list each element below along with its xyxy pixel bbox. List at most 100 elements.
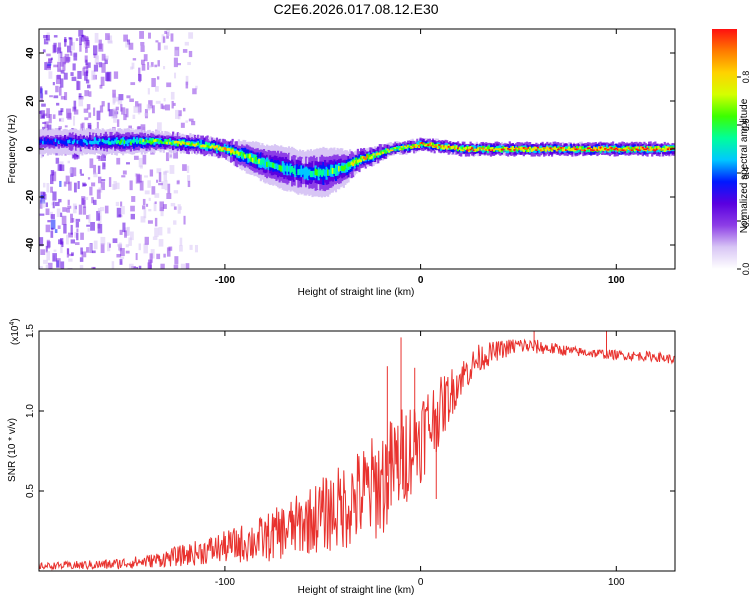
spectrogram-ridge-cell — [549, 147, 552, 149]
spectrogram-noise-cell — [46, 64, 51, 69]
spectrogram-ridge-cell — [258, 158, 261, 164]
spectrogram-ridge-cell — [79, 141, 82, 145]
spectrogram-noise-cell — [126, 95, 131, 99]
spectrogram-noise-cell — [52, 191, 57, 201]
spectrogram-ridge-cell — [549, 147, 552, 151]
spectrogram-ridge-cell — [511, 148, 514, 151]
spectrogram-ridge-cell — [114, 139, 117, 143]
snr-x-tick-label: -100 — [215, 577, 235, 588]
spectrogram-ridge-cell — [486, 149, 489, 152]
spectrogram-noise-cell — [73, 100, 77, 110]
spectrogram-ridge-cell — [391, 147, 394, 151]
spectrogram-noise-cell — [70, 239, 76, 244]
spectrogram-noise-cell — [83, 41, 87, 48]
spectrogram-ridge-cell — [242, 152, 245, 157]
spectrogram-noise-cell — [130, 231, 134, 241]
spectrogram-ridge-cell — [45, 140, 48, 145]
spectrogram-noise-cell — [158, 182, 163, 186]
spectrogram-noise-cell — [166, 193, 172, 200]
spectrogram-noise-cell — [160, 263, 165, 269]
spectrogram-noise-cell — [125, 244, 129, 248]
spectrogram-noise-cell — [48, 71, 53, 79]
spectrogram-noise-cell — [128, 42, 134, 50]
spectrogram-noise-cell — [97, 165, 101, 175]
spectrogram-ridge-cell — [143, 141, 147, 145]
spectrogram-ridge-cell — [377, 153, 380, 158]
spectrogram-ridge-cell — [635, 146, 638, 150]
spectrogram-noise-cell — [100, 181, 105, 191]
spectrogram-noise-cell — [50, 174, 54, 185]
spectrogram-noise-cell — [129, 98, 134, 103]
spectrogram-ridge-cell — [646, 147, 649, 150]
spectrogram-ridge-cell — [406, 145, 410, 151]
spectrogram-noise-cell — [113, 71, 119, 79]
spectrogram-noise-cell — [89, 158, 94, 169]
spectrogram-noise-cell — [64, 125, 68, 128]
spectrogram-ridge-cell — [64, 137, 67, 145]
spectrogram-noise-cell — [78, 97, 84, 107]
spectrogram-noise-cell — [52, 171, 57, 182]
spectrogram-noise-cell — [166, 29, 171, 37]
spectrogram-noise-cell — [150, 151, 155, 155]
spectrogram-noise-cell — [88, 214, 91, 224]
spectrogram-noise-cell — [103, 151, 106, 158]
spectrogram-ridge-cell — [626, 147, 629, 149]
spectrogram-ridge-cell — [314, 168, 317, 176]
spectrogram-ridge-cell — [608, 147, 612, 150]
spectrogram-ridge-cell — [214, 145, 217, 149]
spectrogram-noise-cell — [170, 91, 175, 100]
spectrogram-ridge-cell — [176, 141, 179, 144]
spectrogram-ridge-cell — [618, 148, 621, 152]
spectrogram-ridge-cell — [482, 147, 485, 153]
spectrogram-noise-cell — [144, 175, 148, 178]
spectrogram-ridge-cell — [275, 163, 278, 169]
spectrogram-ridge-cell — [456, 147, 460, 152]
spectrogram-ridge-cell — [165, 141, 169, 145]
spectrogram-ridge-cell — [139, 140, 142, 144]
spectrogram-noise-cell — [148, 100, 153, 109]
spectrogram-ridge-cell — [264, 160, 267, 166]
spectrogram-noise-cell — [157, 60, 160, 67]
spectrogram-noise-cell — [182, 164, 187, 171]
spectrogram-ridge-cell — [560, 147, 563, 151]
spectrogram-noise-cell — [68, 258, 73, 262]
spectrogram-ridge-cell — [607, 148, 610, 151]
spectrogram-noise-cell — [68, 181, 72, 191]
spectrogram-noise-cell — [168, 150, 173, 159]
spectrogram-ridge-cell — [167, 139, 170, 142]
spectrogram-ridge-cell — [176, 141, 179, 147]
spectrogram-noise-cell — [80, 123, 83, 133]
spectrogram-noise-cell — [144, 113, 149, 117]
spectrogram-ridge-cell — [75, 139, 78, 143]
spectrogram-noise-cell — [74, 231, 78, 238]
spectrogram-ridge-cell — [40, 139, 43, 143]
spectrogram-noise-cell — [149, 106, 152, 110]
spectrogram-noise-cell — [96, 155, 101, 159]
spectrogram-ridge-cell — [68, 139, 71, 143]
spectrogram-ridge-cell — [455, 145, 458, 149]
spectrogram-noise-cell — [55, 157, 60, 164]
spectrogram-ridge-cell — [100, 137, 103, 144]
spectrogram-noise-cell — [60, 212, 63, 217]
spectrogram-ridge-cell — [565, 149, 568, 151]
spectrogram-ridge-cell — [134, 139, 137, 146]
spectrogram-noise-cell — [88, 243, 92, 253]
spectrogram-ridge-cell — [259, 160, 262, 166]
spectrogram-noise-cell — [159, 201, 164, 212]
colorbar-tick-label: 0.4 — [741, 167, 750, 180]
spectrogram-ridge-cell — [128, 139, 131, 143]
spectrogram-noise-cell — [85, 70, 89, 76]
snr-scale-factor: (x104) — [9, 318, 21, 345]
snr-series-line — [39, 338, 675, 571]
spectrogram-ridge-cell — [441, 144, 444, 147]
spectrogram-noise-cell — [55, 201, 60, 207]
spectrogram-ridge-cell — [386, 148, 389, 151]
spectrogram-noise-cell — [82, 67, 86, 76]
spectrogram-ridge-cell — [442, 146, 446, 150]
spectrogram-ridge-cell — [386, 148, 389, 153]
spectrogram-ridge-cell — [449, 145, 452, 148]
spectrogram-ridge-cell — [153, 139, 156, 143]
spectrogram-noise-cell — [115, 96, 120, 102]
spectrogram-ridge-cell — [502, 148, 505, 151]
spectrogram-ridge-cell — [247, 153, 250, 159]
